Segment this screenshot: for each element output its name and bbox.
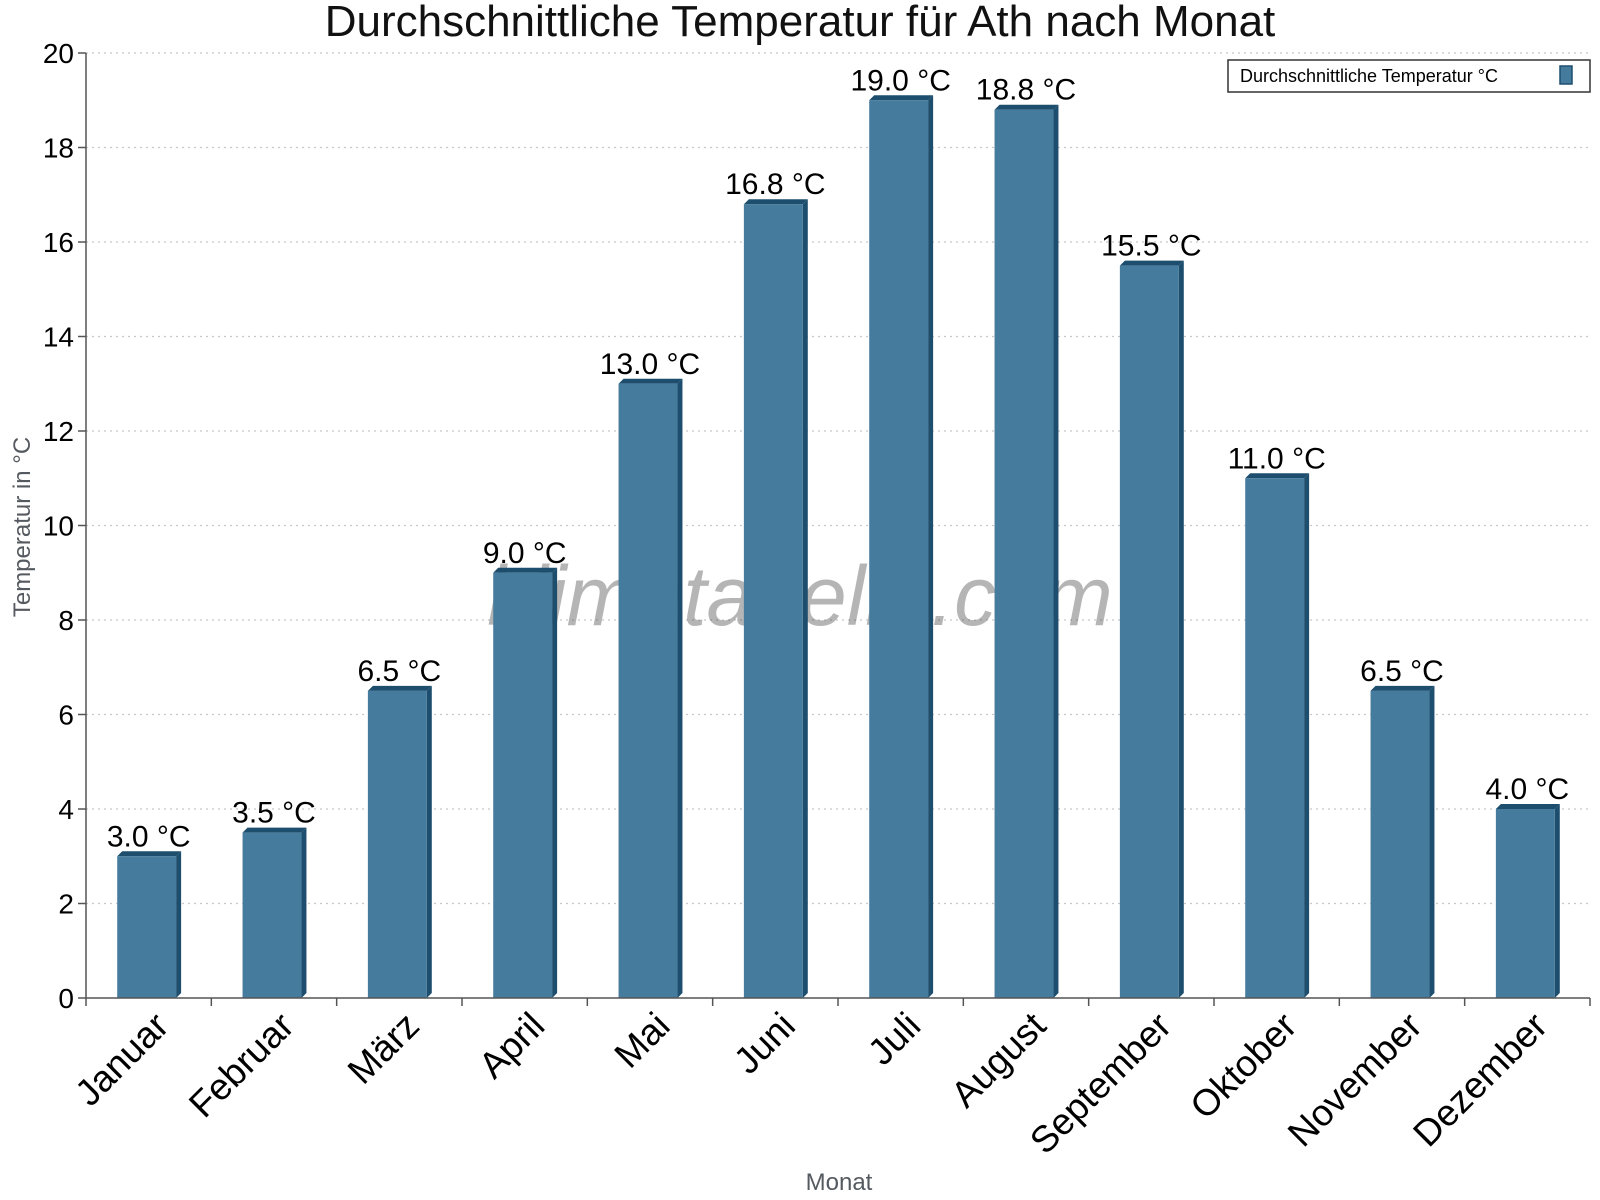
bar bbox=[242, 827, 307, 998]
bar-top bbox=[117, 851, 182, 857]
bar-top bbox=[1119, 260, 1184, 266]
data-label: 3.0 °C bbox=[107, 820, 191, 853]
x-axis-title: Monat bbox=[806, 1169, 873, 1196]
x-tick-labels: Januar Februar März April Mai Juni Juli AugustS… bbox=[67, 1004, 1555, 1161]
bar-top bbox=[1495, 804, 1560, 809]
bar-side bbox=[802, 199, 808, 998]
bar-top bbox=[242, 827, 307, 833]
axes bbox=[78, 52, 1591, 1006]
bar-top bbox=[367, 685, 432, 691]
bar-top bbox=[493, 567, 558, 573]
y-tick-label: 14 bbox=[43, 322, 74, 353]
x-tick-label: Juli bbox=[860, 1005, 928, 1073]
bar-side bbox=[1554, 804, 1560, 998]
y-tick-label: 18 bbox=[43, 133, 74, 164]
y-tick-label: 8 bbox=[58, 605, 74, 636]
data-label: 18.8 °C bbox=[976, 74, 1076, 107]
bar bbox=[743, 199, 808, 998]
legend: Durchschnittliche Temperatur °C bbox=[1227, 59, 1591, 93]
bar bbox=[367, 685, 432, 998]
bar-side bbox=[1429, 685, 1435, 998]
bar-top bbox=[1370, 685, 1435, 691]
bar-front bbox=[1119, 265, 1179, 998]
bar bbox=[869, 95, 934, 998]
bar-side bbox=[176, 851, 182, 998]
bar-side bbox=[677, 378, 683, 998]
y-tick-label: 6 bbox=[58, 700, 74, 731]
y-tick-label: 0 bbox=[58, 983, 74, 1014]
bar-front bbox=[618, 383, 678, 998]
grid-lines bbox=[86, 52, 1590, 905]
bar bbox=[1495, 804, 1560, 998]
x-tick-label: Juni bbox=[726, 1005, 803, 1082]
bar-side bbox=[426, 685, 432, 998]
x-tick-label: Mai bbox=[607, 1005, 678, 1076]
bar-side bbox=[1178, 260, 1184, 998]
bars bbox=[117, 95, 1560, 998]
bar-top bbox=[618, 378, 683, 384]
y-tick-label: 12 bbox=[43, 416, 74, 447]
bar-top bbox=[1245, 473, 1310, 479]
legend-box bbox=[1227, 59, 1591, 93]
bar-front bbox=[493, 572, 553, 998]
x-tick-label: März bbox=[340, 1005, 427, 1092]
data-label: 13.0 °C bbox=[600, 348, 700, 381]
x-tick-label: Februar bbox=[181, 1005, 302, 1126]
bar-side bbox=[1304, 473, 1310, 998]
x-tick-label: April bbox=[471, 1005, 552, 1086]
data-label: 11.0 °C bbox=[1228, 442, 1326, 475]
bar-front bbox=[367, 690, 427, 998]
chart-title: Durchschnittliche Temperatur für Ath nac… bbox=[325, 0, 1276, 46]
data-label: 4.0 °C bbox=[1485, 773, 1569, 806]
bar-front bbox=[994, 109, 1054, 998]
data-label: 6.5 °C bbox=[1360, 655, 1444, 688]
data-label: 6.5 °C bbox=[357, 655, 441, 688]
data-label: 9.0 °C bbox=[483, 537, 567, 570]
bar-front bbox=[117, 856, 177, 998]
y-tick-labels: 0 2 4 6 8 10 12 14 16 18 20 bbox=[43, 38, 74, 1014]
data-label: 15.5 °C bbox=[1101, 230, 1201, 263]
bar-front bbox=[869, 100, 929, 998]
y-tick-label: 16 bbox=[43, 227, 74, 258]
y-tick-label: 10 bbox=[43, 511, 74, 542]
x-tick-label: August bbox=[943, 1004, 1054, 1115]
bar-front bbox=[1495, 809, 1555, 998]
x-tick-label: Oktober bbox=[1182, 1005, 1304, 1127]
data-label: 3.5 °C bbox=[232, 797, 316, 830]
bar bbox=[493, 567, 558, 998]
bar-front bbox=[1370, 690, 1430, 998]
y-tick-label: 4 bbox=[58, 794, 74, 825]
x-tick-label: Dezember bbox=[1405, 1005, 1555, 1155]
bar-side bbox=[1053, 104, 1059, 998]
bar-top bbox=[869, 95, 934, 101]
y-axis-title: Temperatur in °C bbox=[9, 437, 36, 617]
bar bbox=[117, 851, 182, 998]
bar-side bbox=[928, 95, 934, 998]
bar-top bbox=[743, 199, 808, 205]
data-label: 16.8 °C bbox=[725, 168, 825, 201]
bar bbox=[1119, 260, 1184, 998]
bar-front bbox=[1245, 478, 1305, 998]
bar bbox=[1370, 685, 1435, 998]
data-labels: 3.0 °C 3.5 °C 6.5 °C 9.0 °C 13.0 °C 16.8 °C 19… bbox=[107, 64, 1569, 853]
y-tick-label: 2 bbox=[58, 889, 74, 920]
y-tick-label: 20 bbox=[43, 38, 74, 69]
bar-front bbox=[743, 204, 803, 998]
x-tick-label: November bbox=[1280, 1005, 1430, 1155]
bar-top bbox=[994, 104, 1059, 110]
legend-swatch bbox=[1559, 65, 1573, 85]
bar-side bbox=[301, 827, 307, 998]
bar-side bbox=[552, 567, 558, 998]
bar bbox=[618, 378, 683, 998]
x-tick-label: Januar bbox=[67, 1005, 176, 1114]
bar bbox=[994, 104, 1059, 998]
bar-front bbox=[242, 832, 302, 998]
data-label: 19.0 °C bbox=[850, 64, 950, 97]
bar bbox=[1245, 473, 1310, 998]
legend-label: Durchschnittliche Temperatur °C bbox=[1240, 66, 1498, 86]
